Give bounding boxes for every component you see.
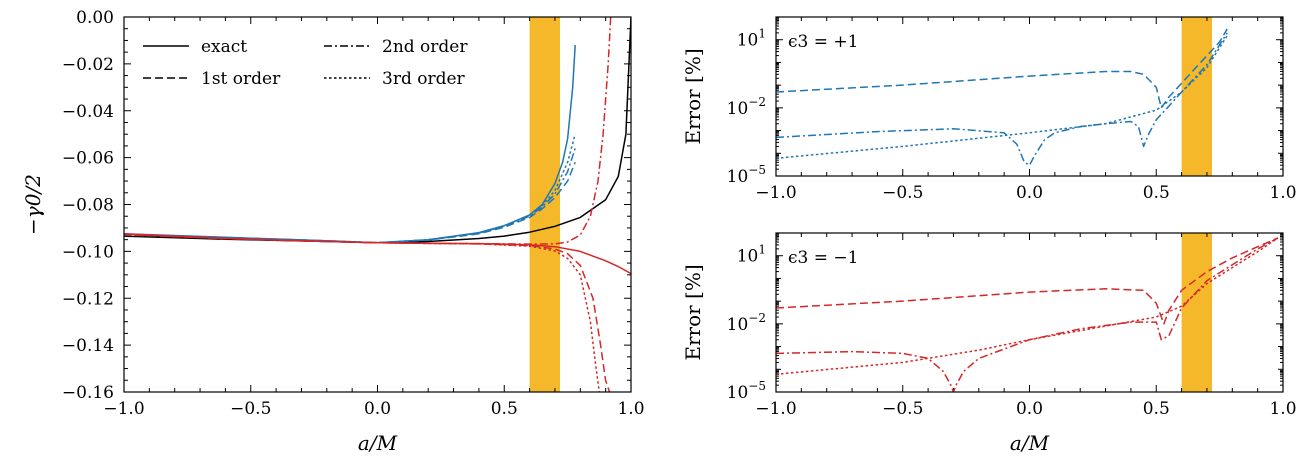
x-tick-label: 0.5	[1143, 183, 1170, 203]
y-tick-label: −0.16	[62, 383, 114, 403]
y-axis-label: −γ0/2	[21, 174, 45, 235]
legend-label: 1st order	[201, 69, 281, 89]
x-tick-label: 0.5	[491, 399, 518, 419]
x-tick-label: −1.0	[755, 399, 796, 419]
validity-band	[1181, 17, 1213, 176]
left-panel: −1.0 −0.5 0.0 0.5 1.0 0.00 −0.02 −0.04 −0.06 −0.0…	[21, 8, 645, 455]
legend-label: exact	[201, 37, 247, 57]
top-right-panel: −1.0 −0.5 0.0 0.5 1.0 101 10−2 10−5 ϵ3 = +1 Err…	[681, 16, 1297, 203]
series-line-dotted	[776, 237, 1279, 376]
x-tick-label: 0.5	[1143, 399, 1170, 419]
panel-annotation: ϵ3 = +1	[788, 32, 858, 52]
plot-frame	[775, 16, 1284, 177]
series-line-positive-dashed	[124, 162, 576, 244]
x-tick-label: −0.5	[230, 399, 271, 419]
highlight-band	[1181, 17, 1213, 176]
legend: exact 2nd order 1st order 3rd order	[143, 37, 468, 89]
x-tick-label: 1.0	[1269, 183, 1296, 203]
y-tick-label: −0.02	[62, 55, 114, 75]
y-tick-label: −0.06	[62, 149, 114, 169]
series-lines	[776, 237, 1279, 392]
x-axis-label: a/M	[358, 431, 398, 455]
y-tick-label: 10−2	[727, 311, 766, 335]
x-tick-label: 1.0	[1269, 399, 1296, 419]
y-tick-label: 101	[737, 243, 766, 267]
series-line-positive-solid	[124, 45, 576, 244]
x-tick-label: −0.5	[882, 183, 923, 203]
x-tick-label: 0.0	[364, 399, 391, 419]
y-axis-label: Error [%]	[681, 48, 705, 144]
series-lines	[124, 17, 631, 392]
y-tick-label: 101	[737, 27, 766, 51]
series-line-dashed	[776, 28, 1228, 109]
series-line-dotted	[776, 35, 1228, 160]
highlight-band	[1181, 233, 1213, 392]
legend-label: 3rd order	[382, 69, 466, 89]
x-tick-label: 0.0	[1016, 183, 1043, 203]
x-tick-label: −1.0	[103, 399, 144, 419]
y-tick-label: 10−2	[727, 95, 766, 119]
y-tick-label: −0.12	[62, 289, 114, 309]
y-axis-label: Error [%]	[681, 264, 705, 360]
series-lines	[776, 28, 1228, 166]
y-tick-label: −0.08	[62, 196, 114, 216]
y-tick-label: −0.10	[62, 242, 114, 262]
y-tick-label: 10−5	[727, 379, 766, 403]
series-line-negative-dotted	[124, 233, 601, 392]
legend-label: 2nd order	[382, 37, 468, 57]
axis-ticks: −1.0 −0.5 0.0 0.5 1.0 0.00 −0.02 −0.04 −0.06 −0.0…	[62, 8, 645, 419]
series-line-negative-dashdot	[124, 17, 612, 245]
plot-frame	[775, 232, 1284, 393]
x-tick-label: 1.0	[617, 399, 644, 419]
bottom-right-panel: −1.0 −0.5 0.0 0.5 1.0 101 10−2 10−5 ϵ3 = −1 Err…	[681, 232, 1297, 455]
series-line-dashed	[776, 237, 1279, 325]
series-line-positive-dashdot	[124, 148, 576, 244]
y-tick-label: −0.04	[62, 102, 114, 122]
x-tick-label: 0.0	[1016, 399, 1043, 419]
y-tick-label: 10−5	[727, 163, 766, 187]
x-axis-label: a/M	[1010, 431, 1050, 455]
panel-annotation: ϵ3 = −1	[788, 248, 858, 268]
y-tick-label: −0.14	[62, 336, 114, 356]
x-tick-label: −0.5	[882, 399, 923, 419]
validity-band	[1181, 233, 1213, 392]
plot-frame	[123, 16, 632, 393]
y-tick-label: 0.00	[76, 8, 114, 28]
x-tick-label: −1.0	[755, 183, 796, 203]
